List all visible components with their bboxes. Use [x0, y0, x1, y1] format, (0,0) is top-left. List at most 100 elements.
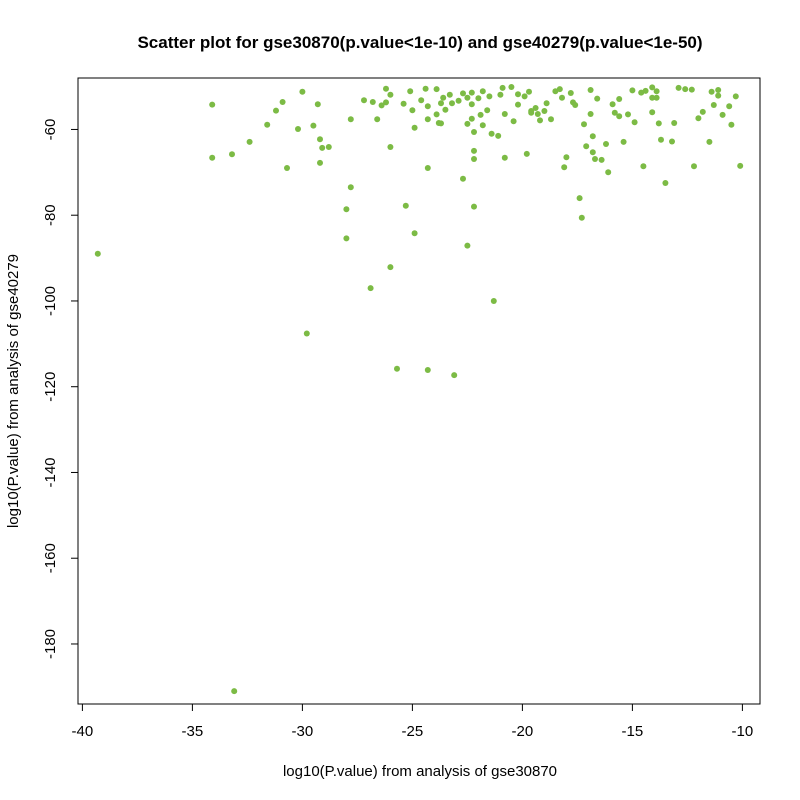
data-point	[387, 144, 394, 150]
data-point	[490, 298, 497, 304]
data-point	[424, 165, 431, 171]
data-point	[559, 94, 565, 101]
data-point	[303, 330, 310, 337]
data-point	[515, 91, 521, 98]
data-point	[409, 107, 416, 114]
data-point	[468, 89, 475, 96]
x-tick-label: -30	[292, 723, 314, 740]
data-point	[669, 138, 675, 145]
data-point	[411, 124, 418, 131]
y-tick-label: -140	[42, 457, 59, 487]
data-point	[464, 242, 471, 249]
data-point	[589, 133, 596, 140]
data-point	[387, 91, 394, 98]
data-point	[319, 144, 326, 151]
data-point	[347, 184, 354, 191]
data-point	[229, 151, 235, 158]
data-point	[479, 88, 486, 95]
data-point	[537, 117, 543, 124]
data-point	[317, 136, 323, 143]
data-point	[616, 113, 623, 120]
data-point	[541, 108, 548, 114]
data-point	[708, 88, 715, 95]
data-point	[688, 86, 695, 93]
data-point	[451, 372, 458, 379]
data-point	[658, 136, 664, 143]
data-point	[501, 111, 508, 117]
data-point	[475, 95, 482, 102]
data-point	[609, 101, 616, 108]
data-point	[737, 162, 744, 169]
data-point	[484, 107, 491, 114]
y-tick-label: -160	[42, 543, 59, 573]
data-point	[583, 143, 590, 150]
data-point	[460, 90, 466, 97]
data-point	[378, 102, 385, 109]
x-tick-label: -35	[182, 723, 204, 740]
data-point	[411, 230, 418, 237]
data-point	[231, 688, 238, 695]
data-point	[361, 97, 367, 104]
data-point	[317, 159, 323, 166]
data-point	[438, 120, 444, 127]
data-point	[710, 102, 717, 108]
data-point	[706, 138, 713, 145]
data-point	[594, 95, 601, 102]
data-point	[418, 97, 425, 104]
x-tick-label: -20	[512, 723, 534, 740]
data-point	[424, 367, 431, 373]
data-point	[515, 101, 521, 108]
data-point	[394, 365, 400, 372]
data-point	[383, 99, 389, 106]
data-point	[719, 111, 726, 118]
data-point	[273, 107, 279, 114]
data-point	[471, 156, 477, 162]
data-point	[528, 109, 535, 116]
data-point	[640, 163, 647, 170]
data-point	[438, 100, 444, 107]
data-point	[314, 101, 321, 108]
data-point	[671, 120, 678, 126]
y-tick-label: -60	[42, 119, 59, 141]
data-point	[653, 88, 660, 95]
data-point	[94, 250, 101, 257]
data-point	[279, 99, 286, 105]
data-point	[508, 84, 515, 90]
data-point	[424, 116, 431, 123]
data-point	[523, 150, 530, 157]
data-point	[587, 111, 594, 117]
points-layer	[94, 84, 744, 695]
data-point	[543, 100, 550, 107]
data-point	[402, 202, 409, 209]
y-tick-label: -100	[42, 286, 59, 316]
data-point	[479, 122, 486, 129]
chart-title: Scatter plot for gse30870(p.value<1e-10)…	[137, 33, 702, 52]
data-point	[675, 84, 682, 91]
data-point	[497, 91, 504, 98]
data-point	[603, 141, 609, 147]
data-point	[495, 132, 502, 139]
data-point	[449, 100, 455, 107]
data-point	[625, 111, 631, 118]
data-point	[587, 87, 594, 93]
data-point	[605, 169, 612, 176]
data-point	[424, 103, 431, 110]
data-point	[653, 94, 660, 101]
data-point	[649, 84, 656, 91]
data-point	[488, 130, 495, 137]
data-point	[460, 175, 466, 182]
data-point	[611, 109, 618, 116]
data-point	[310, 122, 317, 129]
data-point	[616, 96, 623, 102]
y-axis: -60 -80 -100 -120 -140 -160 -180	[42, 119, 79, 659]
data-point	[572, 102, 579, 108]
data-point	[548, 116, 554, 123]
data-point	[471, 147, 477, 154]
data-point	[715, 92, 722, 99]
data-point	[383, 85, 389, 92]
data-point	[561, 164, 568, 171]
x-tick-label: -10	[732, 723, 754, 740]
data-point	[581, 121, 587, 128]
data-point	[468, 101, 475, 108]
